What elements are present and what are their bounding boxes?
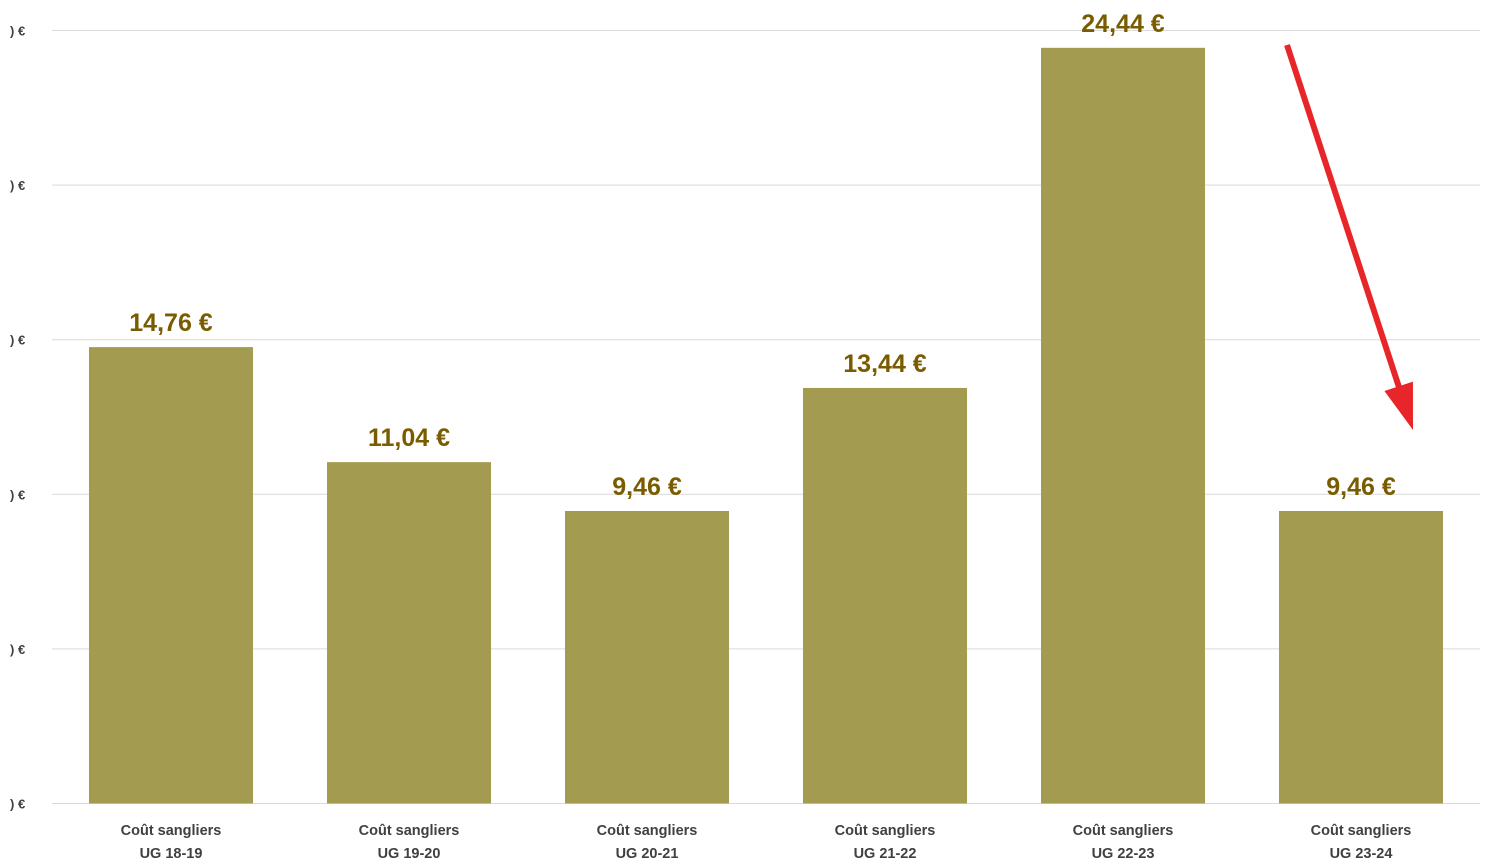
x-tick-label: Coût sangliers: [835, 823, 936, 839]
y-axis-tick-labels: ) € ) € ) € ) € ) € ) €: [10, 24, 25, 812]
bar: [1279, 510, 1443, 804]
bars: [89, 47, 1443, 804]
y-tick-label: ) €: [10, 487, 25, 502]
x-tick-label: UG 20-21: [616, 846, 679, 861]
bar: [327, 462, 491, 804]
y-tick-label: ) €: [10, 333, 25, 348]
bar: [803, 387, 967, 804]
x-tick-label: Coût sangliers: [1073, 823, 1174, 839]
arrow-shaft: [1284, 44, 1403, 392]
x-tick-label: UG 21-22: [854, 846, 917, 861]
gridlines: [52, 30, 1480, 804]
y-tick-label: ) €: [10, 24, 25, 39]
x-tick-label: UG 18-19: [140, 846, 203, 861]
data-label: 13,44 €: [843, 350, 927, 378]
data-labels: 14,76 € 11,04 € 9,46 € 13,44 € 24,44 € 9,46 €: [129, 10, 1396, 501]
x-axis-tick-labels: Coût sangliers UG 18-19 Coût sangliers UG 1…: [121, 823, 1412, 861]
bar: [1041, 47, 1205, 804]
y-tick-label: ) €: [10, 642, 25, 657]
y-tick-label: ) €: [10, 178, 25, 193]
data-label: 14,76 €: [129, 309, 213, 337]
data-label: 9,46 €: [612, 473, 682, 501]
x-tick-label: Coût sangliers: [597, 823, 698, 839]
bar: [565, 510, 729, 804]
arrow-head: [1384, 381, 1413, 430]
data-label: 9,46 €: [1326, 473, 1396, 501]
x-tick-label: UG 19-20: [378, 846, 441, 861]
trend-arrow-annotation: [1284, 44, 1413, 430]
x-tick-label: Coût sangliers: [359, 823, 460, 839]
x-tick-label: UG 23-24: [1330, 846, 1393, 861]
data-label: 11,04 €: [368, 424, 450, 452]
x-tick-label: Coût sangliers: [121, 823, 222, 839]
x-tick-label: UG 22-23: [1092, 846, 1155, 861]
bar: [89, 347, 253, 804]
x-tick-label: Coût sangliers: [1311, 823, 1412, 839]
y-tick-label: ) €: [10, 797, 25, 812]
data-label: 24,44 €: [1081, 10, 1165, 38]
